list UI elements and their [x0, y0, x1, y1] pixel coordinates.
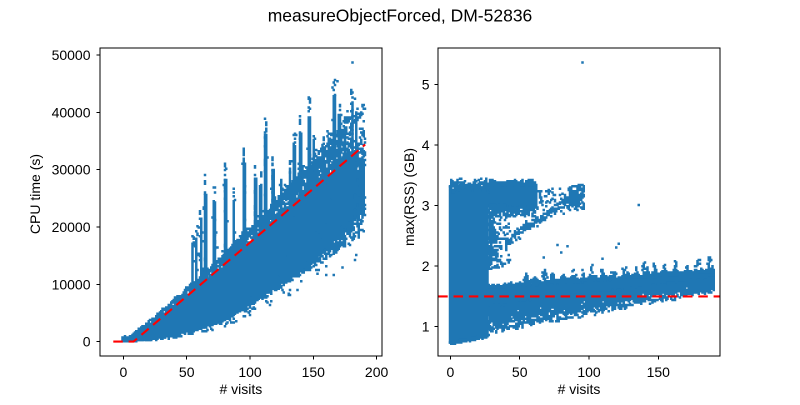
- svg-text:100: 100: [238, 364, 262, 380]
- svg-text:50: 50: [179, 364, 195, 380]
- svg-text:10000: 10000: [52, 276, 91, 292]
- svg-text:4: 4: [422, 137, 430, 153]
- svg-text:150: 150: [647, 364, 671, 380]
- svg-text:1: 1: [422, 319, 430, 335]
- svg-text:50: 50: [512, 364, 528, 380]
- svg-text:30000: 30000: [52, 162, 91, 178]
- svg-text:0: 0: [83, 334, 91, 350]
- svg-text:150: 150: [302, 364, 326, 380]
- svg-text:200: 200: [365, 364, 389, 380]
- svg-text:20000: 20000: [52, 219, 91, 235]
- svg-text:0: 0: [120, 364, 128, 380]
- svg-text:# visits: # visits: [558, 381, 601, 397]
- svg-text:50000: 50000: [52, 47, 91, 63]
- svg-text:max(RSS) (GB): max(RSS) (GB): [401, 148, 417, 246]
- svg-text:0: 0: [447, 364, 455, 380]
- svg-text:3: 3: [422, 198, 430, 214]
- svg-text:5: 5: [422, 76, 430, 92]
- svg-text:40000: 40000: [52, 104, 91, 120]
- svg-text:100: 100: [577, 364, 601, 380]
- svg-text:CPU time (s): CPU time (s): [27, 154, 43, 234]
- svg-text:2: 2: [422, 258, 430, 274]
- svg-text:# visits: # visits: [220, 381, 263, 397]
- svg-text:measureObjectForced, DM-52836: measureObjectForced, DM-52836: [268, 6, 533, 26]
